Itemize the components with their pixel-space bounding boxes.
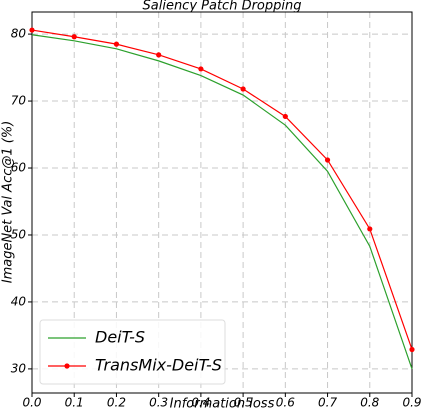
point — [29, 27, 35, 33]
legend-label: TransMix-DeiT-S — [95, 356, 222, 375]
series-line — [31, 29, 413, 350]
x-tick-label: 0.9 — [402, 396, 421, 410]
legend-marker — [64, 363, 70, 369]
point — [198, 66, 204, 72]
point — [324, 157, 331, 163]
x-tick-label: 0.5 — [234, 396, 253, 410]
chart-title: Saliency Patch Dropping — [143, 0, 302, 14]
y-tick-label: 40 — [11, 294, 27, 308]
x-tick-label: 0.0 — [22, 396, 41, 410]
y-tick-label: 60 — [11, 161, 27, 175]
point — [409, 346, 415, 353]
y-axis-label: ImageNet Val Acc@1 (%) — [1, 121, 16, 284]
legend-box — [39, 319, 226, 385]
legend-label: DeiT-S — [95, 328, 145, 347]
point — [282, 113, 288, 120]
point — [240, 86, 246, 92]
plot-frame — [31, 11, 413, 394]
x-tick-label: 0.1 — [65, 396, 84, 410]
x-tick-label: 0.2 — [107, 396, 126, 410]
x-tick-label: 0.7 — [318, 396, 337, 410]
x-tick-label: 0.8 — [360, 396, 379, 410]
x-tick-label: 0.6 — [276, 396, 295, 410]
y-tick-label: 50 — [11, 227, 27, 241]
series-line — [31, 34, 413, 370]
y-tick-label: 70 — [11, 94, 27, 108]
point — [71, 34, 77, 40]
x-tick-label: 0.4 — [191, 396, 210, 410]
x-axis-label: Information loss — [170, 397, 275, 412]
point — [113, 41, 120, 47]
point — [156, 52, 162, 58]
y-tick-label: 30 — [11, 361, 27, 375]
x-tick-label: 0.3 — [149, 396, 168, 410]
y-tick-label: 80 — [11, 27, 27, 41]
legend: DeiT-S TransMix-DeiT-S — [39, 319, 226, 385]
point — [367, 226, 373, 232]
